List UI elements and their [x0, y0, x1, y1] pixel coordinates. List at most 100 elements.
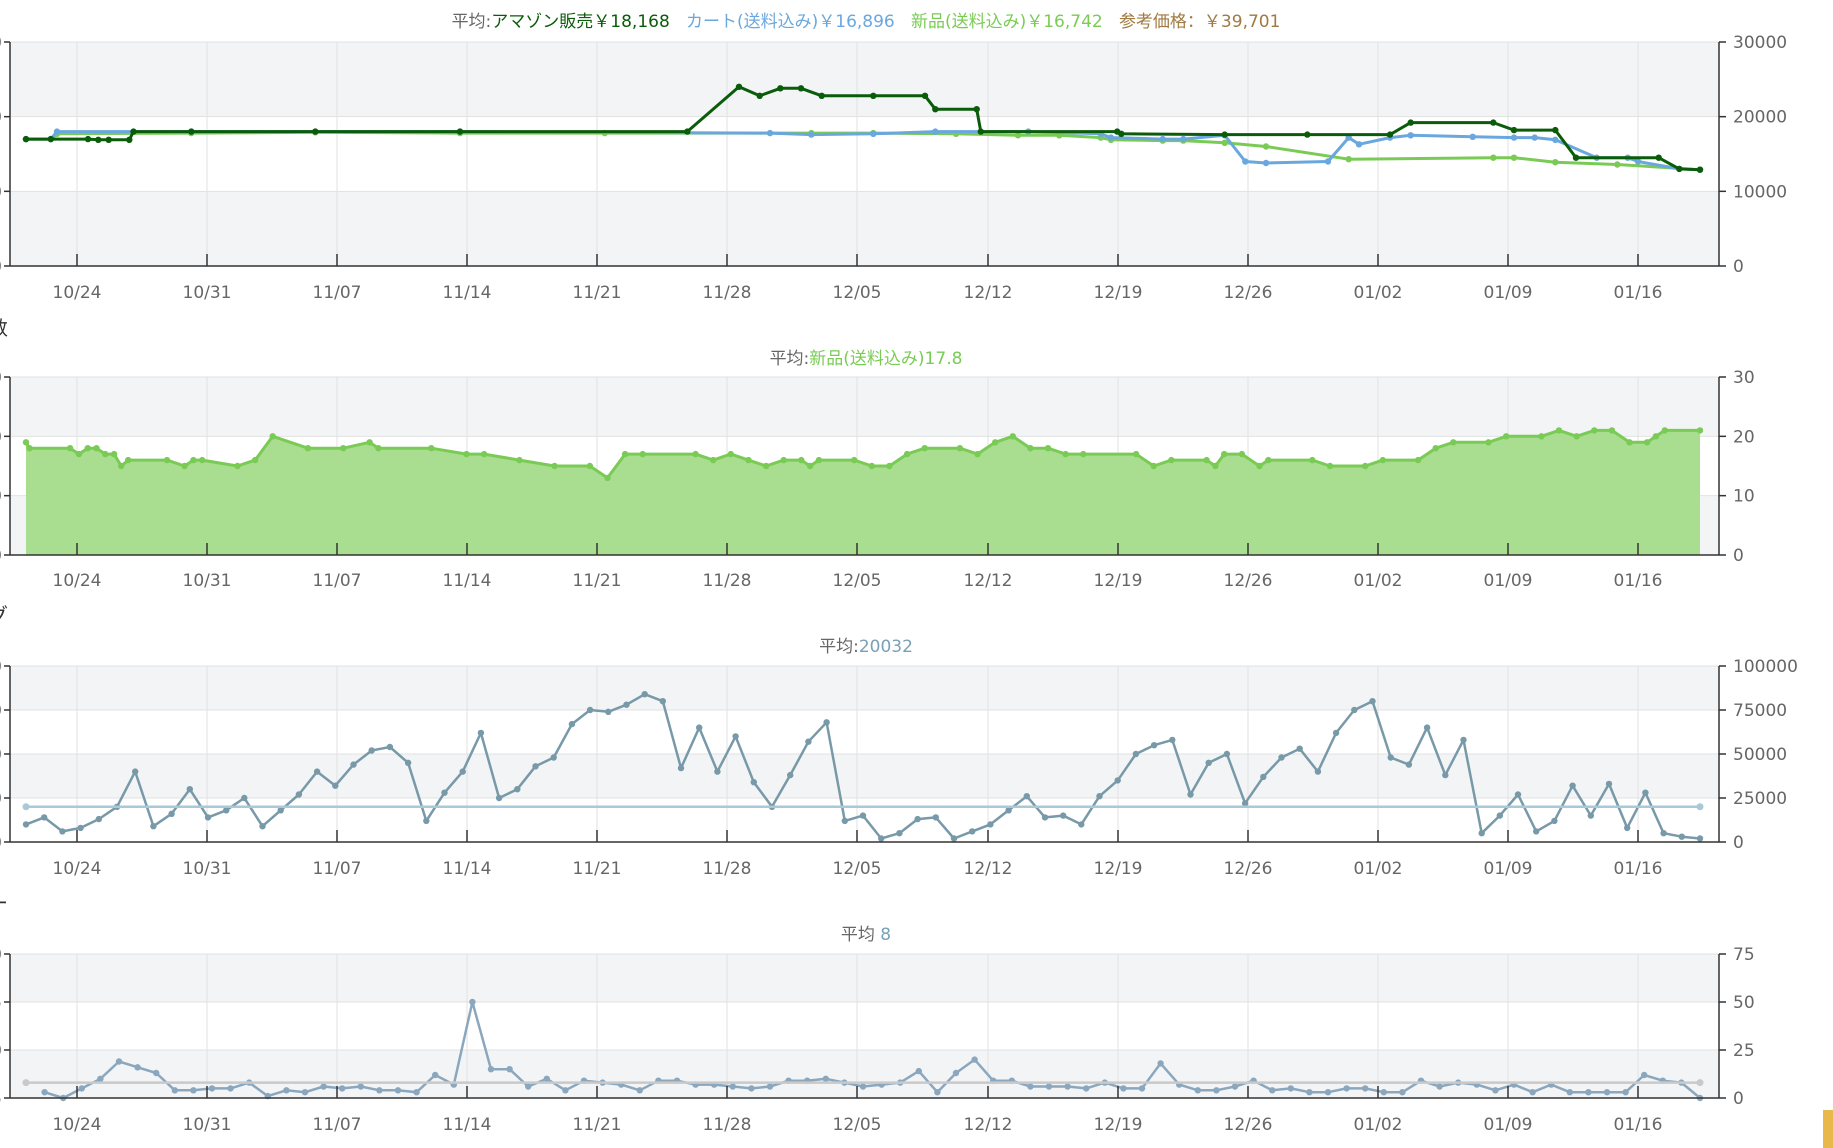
data-point[interactable]	[1343, 1085, 1350, 1092]
data-point[interactable]	[188, 128, 195, 135]
legend-item[interactable]: カート(送料込み)￥16,896	[686, 12, 895, 32]
data-point[interactable]	[1573, 433, 1580, 440]
data-point[interactable]	[186, 786, 193, 793]
data-point[interactable]	[295, 791, 303, 798]
data-point[interactable]	[251, 456, 259, 464]
data-point[interactable]	[95, 136, 102, 143]
data-point[interactable]	[1485, 439, 1492, 446]
data-point[interactable]	[320, 1083, 327, 1090]
data-point[interactable]	[1555, 427, 1563, 434]
data-point[interactable]	[1041, 814, 1049, 821]
data-point[interactable]	[1551, 817, 1558, 825]
data-point[interactable]	[469, 998, 476, 1006]
data-point[interactable]	[1407, 132, 1414, 139]
data-point[interactable]	[1587, 812, 1595, 819]
legend-item[interactable]: 参考価格：￥39,701	[1119, 12, 1280, 32]
data-point[interactable]	[808, 131, 815, 138]
data-point[interactable]	[1510, 134, 1518, 141]
data-point[interactable]	[870, 92, 877, 100]
data-point[interactable]	[163, 456, 171, 464]
data-point[interactable]	[714, 768, 721, 775]
data-point[interactable]	[1351, 706, 1358, 714]
data-point[interactable]	[1044, 445, 1052, 452]
data-point[interactable]	[1605, 780, 1613, 788]
data-point[interactable]	[1531, 134, 1538, 141]
data-point[interactable]	[1566, 1089, 1574, 1096]
data-point[interactable]	[93, 445, 100, 452]
data-point[interactable]	[950, 835, 958, 842]
data-point[interactable]	[710, 456, 717, 464]
data-point[interactable]	[1265, 456, 1272, 464]
data-point[interactable]	[823, 719, 830, 726]
data-point[interactable]	[480, 450, 488, 458]
data-point[interactable]	[456, 128, 464, 135]
data-point[interactable]	[190, 1087, 197, 1094]
data-point[interactable]	[1009, 433, 1016, 440]
data-point[interactable]	[1514, 791, 1522, 798]
data-point[interactable]	[1490, 119, 1497, 126]
data-point[interactable]	[1241, 800, 1249, 807]
data-point[interactable]	[1262, 143, 1270, 150]
data-point[interactable]	[1120, 1085, 1127, 1092]
data-point[interactable]	[1324, 158, 1332, 165]
data-point[interactable]	[1569, 782, 1576, 789]
data-point[interactable]	[423, 817, 430, 825]
data-point[interactable]	[78, 1085, 86, 1092]
data-point[interactable]	[1622, 1089, 1629, 1096]
data-point[interactable]	[1660, 830, 1667, 837]
data-point[interactable]	[1014, 132, 1022, 139]
data-point[interactable]	[586, 706, 594, 714]
data-point[interactable]	[1492, 1087, 1499, 1094]
data-point[interactable]	[1626, 439, 1633, 446]
data-point[interactable]	[1083, 1085, 1090, 1092]
data-point[interactable]	[815, 456, 823, 464]
data-point[interactable]	[870, 130, 877, 137]
data-point[interactable]	[787, 771, 794, 779]
data-point[interactable]	[1634, 158, 1642, 165]
data-point[interactable]	[168, 810, 175, 817]
data-point[interactable]	[432, 1071, 439, 1079]
data-point[interactable]	[350, 761, 357, 768]
data-point[interactable]	[956, 445, 964, 452]
data-point[interactable]	[1399, 1089, 1406, 1096]
data-point[interactable]	[495, 794, 503, 802]
data-point[interactable]	[762, 462, 770, 470]
data-point[interactable]	[339, 1085, 346, 1092]
data-point[interactable]	[1608, 427, 1616, 434]
data-point[interactable]	[732, 733, 739, 740]
data-point[interactable]	[1572, 154, 1580, 161]
data-point[interactable]	[1585, 1089, 1592, 1096]
data-point[interactable]	[1533, 828, 1540, 835]
data-point[interactable]	[1510, 154, 1518, 161]
data-point[interactable]	[1064, 1083, 1071, 1090]
data-point[interactable]	[818, 92, 825, 100]
data-point[interactable]	[1306, 1089, 1313, 1096]
data-point[interactable]	[684, 128, 691, 135]
data-point[interactable]	[1205, 759, 1212, 766]
data-point[interactable]	[1278, 754, 1285, 761]
data-point[interactable]	[973, 106, 980, 113]
data-point[interactable]	[1332, 729, 1340, 737]
data-point[interactable]	[868, 462, 875, 470]
data-point[interactable]	[1552, 136, 1559, 143]
data-point[interactable]	[1296, 745, 1303, 752]
data-point[interactable]	[934, 1089, 941, 1096]
data-point[interactable]	[1256, 462, 1263, 470]
data-point[interactable]	[102, 450, 109, 458]
data-point[interactable]	[1309, 456, 1316, 464]
data-point[interactable]	[1096, 793, 1103, 800]
data-point[interactable]	[1380, 1089, 1388, 1096]
data-point[interactable]	[1157, 1060, 1164, 1067]
data-point[interactable]	[659, 698, 666, 705]
data-point[interactable]	[1696, 835, 1704, 842]
data-point[interactable]	[1212, 462, 1219, 470]
data-point[interactable]	[77, 824, 84, 832]
data-point[interactable]	[636, 1087, 643, 1094]
data-point[interactable]	[1138, 1085, 1146, 1092]
data-point[interactable]	[992, 439, 999, 446]
data-point[interactable]	[543, 1075, 550, 1083]
data-point[interactable]	[1304, 131, 1311, 138]
data-point[interactable]	[1223, 750, 1231, 758]
data-point[interactable]	[22, 439, 30, 446]
data-point[interactable]	[22, 821, 30, 828]
